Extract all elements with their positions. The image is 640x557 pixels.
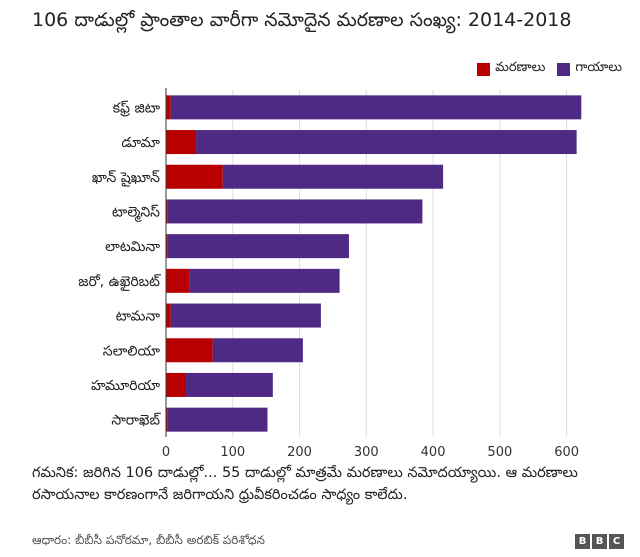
bar-chart: 0 100 200 300 400 500 600 కఫ్ర్ జిటా డూమా ఖాన్ షై… bbox=[78, 88, 582, 460]
chart-note: గమనిక: జరిగిన 106 దాడుల్లో... 55 దాడుల్ల… bbox=[32, 465, 578, 503]
bbc-logo-letter: B bbox=[575, 534, 590, 549]
bar-injuries bbox=[222, 164, 444, 189]
legend-item-injuries: గాయాలు bbox=[557, 60, 622, 78]
bbc-logo: B B C bbox=[575, 534, 624, 549]
category-label: సలాలియా bbox=[103, 343, 161, 359]
category-label: డూమా bbox=[121, 135, 160, 151]
bar-injuries bbox=[167, 199, 423, 224]
legend-swatch-deaths bbox=[477, 62, 491, 76]
bar-injuries bbox=[167, 234, 349, 259]
category-label: హమూరియా bbox=[91, 378, 160, 394]
bar-injuries bbox=[212, 338, 303, 363]
category-label: టామనా bbox=[116, 309, 161, 325]
x-tick-label: 100 bbox=[220, 445, 245, 460]
bar-injuries bbox=[167, 407, 268, 432]
bar-deaths bbox=[166, 268, 190, 293]
bbc-logo-letter: B bbox=[592, 534, 607, 549]
bar-deaths bbox=[166, 338, 213, 363]
bar-injuries bbox=[189, 268, 340, 293]
bar-deaths bbox=[166, 407, 168, 432]
bbc-logo-letter: C bbox=[609, 534, 624, 549]
legend-label-injuries: గాయాలు bbox=[575, 60, 622, 75]
category-label: సారాఖెబ్ bbox=[111, 413, 161, 429]
source-text: ఆధారం: బీబీసీ పనోరమా, బీబీసీ అరబిక్ పరిశ… bbox=[32, 533, 265, 547]
bar-deaths bbox=[166, 164, 223, 189]
x-tick-label: 500 bbox=[487, 445, 512, 460]
bar-deaths bbox=[166, 303, 171, 328]
x-tick-label: 400 bbox=[421, 445, 446, 460]
bar-deaths bbox=[166, 130, 197, 155]
x-tick-label: 600 bbox=[554, 445, 579, 460]
legend-swatch-injuries bbox=[557, 62, 571, 76]
bar-deaths bbox=[166, 95, 171, 120]
bar-deaths bbox=[166, 199, 168, 224]
category-label: జరో, ఉఖైరిబట్ bbox=[78, 274, 161, 291]
bar-deaths bbox=[166, 372, 187, 397]
category-label: కఫ్ర్ జిటా bbox=[113, 100, 161, 116]
x-tick-label: 200 bbox=[287, 445, 312, 460]
bar-injuries bbox=[170, 95, 582, 120]
bar-injuries bbox=[170, 303, 321, 328]
chart-title: 106 దాడుల్లో ప్రాంతాల వారీగా నమోదైన మరణా… bbox=[32, 9, 572, 31]
x-tick-label: 0 bbox=[162, 445, 170, 460]
x-tick-label: 300 bbox=[354, 445, 379, 460]
bar-injuries bbox=[186, 372, 273, 397]
category-label: ఖాన్ షైఖూన్ bbox=[92, 170, 160, 187]
chart-legend: మరణాలు గాయాలు bbox=[465, 60, 622, 78]
category-label: లాటమినా bbox=[105, 239, 160, 255]
legend-label-deaths: మరణాలు bbox=[495, 60, 546, 75]
bar-injuries bbox=[196, 130, 577, 155]
category-label: టాల్మెనిస్ bbox=[112, 204, 160, 222]
legend-item-deaths: మరణాలు bbox=[477, 60, 545, 78]
bar-deaths bbox=[166, 234, 168, 259]
